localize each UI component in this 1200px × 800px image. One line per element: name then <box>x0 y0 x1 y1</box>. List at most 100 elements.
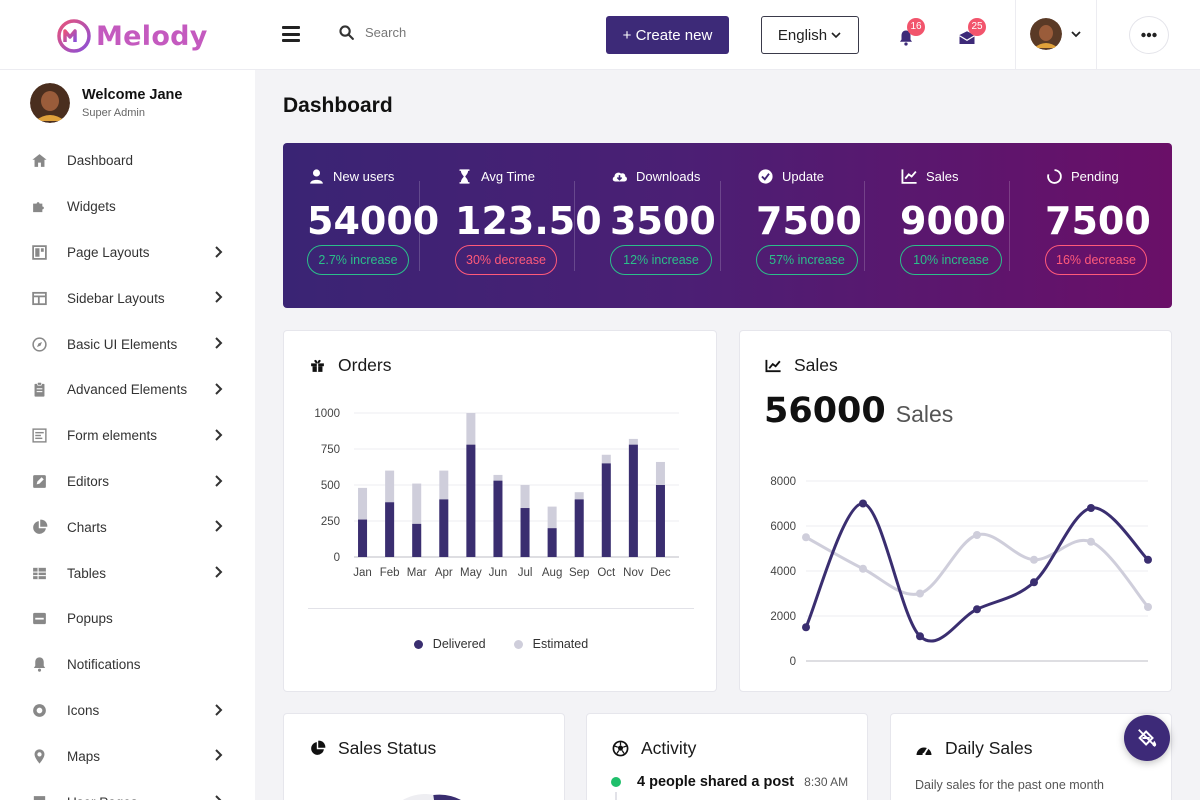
sidebar-item-sidebar-layouts[interactable]: Sidebar Layouts <box>0 275 255 321</box>
legend-delivered[interactable]: Delivered <box>413 637 486 651</box>
create-new-button[interactable]: + Create new <box>606 16 729 54</box>
theme-customizer-button[interactable] <box>1124 715 1170 761</box>
orders-card: Orders 0 250 500 750 1000 Jan Feb Mar Apr May Jun J… <box>283 330 717 692</box>
language-selector[interactable]: English <box>761 16 859 54</box>
chevron-down-icon <box>831 32 841 39</box>
sales-point[interactable] <box>1030 578 1038 587</box>
sales-point[interactable] <box>1087 537 1095 546</box>
stat-divider <box>720 181 721 271</box>
sales-card: Sales 56000 Sales 0 2000 4000 6000 8000 <box>739 330 1172 692</box>
sales-point[interactable] <box>802 533 810 542</box>
search-bar <box>338 24 565 41</box>
stat-divider <box>864 181 865 271</box>
stat-label: Update <box>756 167 824 185</box>
sidebar-item-popups[interactable]: Popups <box>0 596 255 642</box>
user-icon <box>307 167 325 185</box>
legend-label: Estimated <box>532 637 589 651</box>
bar-delivered[interactable] <box>493 480 503 557</box>
cloud-download-icon <box>610 167 628 185</box>
bar-delivered[interactable] <box>412 523 422 557</box>
x-tick-label: Apr <box>435 567 453 579</box>
sidebar-item-tables[interactable]: Tables <box>0 550 255 596</box>
bar-delivered[interactable] <box>520 508 530 557</box>
bar-delivered[interactable] <box>574 499 584 557</box>
sidebar-item-maps[interactable]: Maps <box>0 733 255 779</box>
sidebar-item-label: User Pages <box>67 795 138 800</box>
sidebar-item-user-pages[interactable]: User Pages <box>0 779 255 800</box>
sales-point[interactable] <box>859 564 867 573</box>
chevron-right-icon <box>215 703 223 716</box>
bar-delivered[interactable] <box>385 502 395 557</box>
sales-point[interactable] <box>1144 603 1152 611</box>
bar-delivered[interactable] <box>601 463 611 557</box>
stat-label: Downloads <box>610 167 700 185</box>
sidebar-item-editors[interactable]: Editors <box>0 459 255 505</box>
x-tick-label: Oct <box>597 567 616 579</box>
messages-button[interactable]: 25 <box>958 18 986 46</box>
edit-icon <box>30 472 48 490</box>
sales-point[interactable] <box>916 589 924 598</box>
more-options-button[interactable] <box>1129 16 1169 54</box>
bar-delivered[interactable] <box>466 444 476 557</box>
paint-bucket-icon <box>1138 729 1157 747</box>
sidebar-item-notifications[interactable]: Notifications <box>0 642 255 688</box>
bar-delivered[interactable] <box>628 444 638 557</box>
activity-title: Activity <box>611 738 696 759</box>
x-tick-label: Jul <box>518 567 533 579</box>
hourglass-icon <box>455 167 473 185</box>
search-icon[interactable] <box>338 24 355 41</box>
bar-delivered[interactable] <box>358 519 368 557</box>
sidebar-item-basic-ui-elements[interactable]: Basic UI Elements <box>0 321 255 367</box>
sales-point[interactable] <box>1087 504 1095 512</box>
activity-time: 8:30 AM <box>804 775 849 789</box>
form-icon <box>30 427 48 445</box>
sales-point[interactable] <box>1144 555 1152 564</box>
legend-estimated[interactable]: Estimated <box>513 637 589 651</box>
x-tick-label: Sep <box>569 567 589 579</box>
user-avatar <box>1030 18 1062 50</box>
sidebar-item-label: Editors <box>67 473 110 489</box>
sidebar-item-label: Maps <box>67 748 101 764</box>
sales-point[interactable] <box>973 531 981 539</box>
user-card[interactable]: Welcome Jane Super Admin <box>30 83 182 123</box>
envelope-icon <box>959 31 975 44</box>
stat-divider <box>574 181 575 271</box>
ellipsis-icon <box>1141 32 1157 38</box>
sidebar-item-icons[interactable]: Icons <box>0 688 255 734</box>
sales-point[interactable] <box>802 623 810 632</box>
sidebar-item-advanced-elements[interactable]: Advanced Elements <box>0 367 255 413</box>
sidebar-item-form-elements[interactable]: Form elements <box>0 413 255 459</box>
sales-point[interactable] <box>1030 555 1038 564</box>
melody-logo-icon <box>57 19 91 53</box>
sidebar-item-charts[interactable]: Charts <box>0 504 255 550</box>
notifications-badge: 16 <box>907 18 925 36</box>
sidebar-item-widgets[interactable]: Widgets <box>0 184 255 230</box>
sidebar-item-dashboard[interactable]: Dashboard <box>0 138 255 184</box>
y-tick-label: 8000 <box>770 476 796 488</box>
menu-toggle-icon[interactable] <box>282 26 300 42</box>
stat-divider <box>419 181 420 271</box>
bar-delivered[interactable] <box>547 528 557 557</box>
sales-status-donut <box>403 794 461 800</box>
y-tick-label: 750 <box>321 444 340 456</box>
y-tick-label: 0 <box>790 656 796 668</box>
stat-change-badge: 30% decrease <box>455 245 557 275</box>
sales-point[interactable] <box>916 632 924 641</box>
pie-chart-icon <box>308 740 326 758</box>
sidebar-item-page-layouts[interactable]: Page Layouts <box>0 230 255 276</box>
profile-menu-button[interactable] <box>1030 18 1082 50</box>
sales-total-value: 56000 <box>764 391 886 431</box>
bar-estimated[interactable] <box>412 483 422 557</box>
stat-label: Pending <box>1045 167 1119 185</box>
user-avatar <box>30 83 70 123</box>
brand-logo[interactable]: Melody <box>56 16 208 56</box>
bar-delivered[interactable] <box>439 499 449 557</box>
activity-item[interactable]: 4 people shared a post 8:30 AM <box>611 774 848 790</box>
messages-badge: 25 <box>968 18 986 36</box>
notifications-button[interactable]: 16 <box>897 18 925 46</box>
search-input[interactable] <box>365 25 565 40</box>
sales-point[interactable] <box>859 499 867 508</box>
sales-point[interactable] <box>973 605 981 614</box>
chevron-right-icon <box>215 291 223 304</box>
bar-delivered[interactable] <box>655 485 665 557</box>
